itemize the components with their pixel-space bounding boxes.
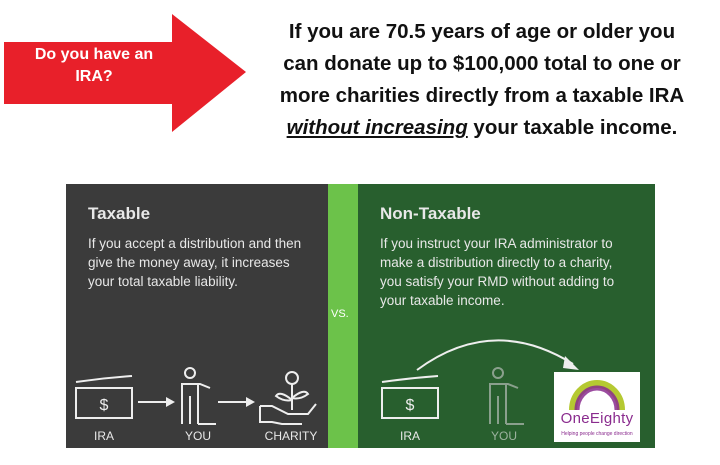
you-label: YOU	[184, 429, 211, 443]
non-taxable-text: If you instruct your IRA administrator t…	[380, 236, 615, 308]
arrow-right-icon	[218, 397, 255, 407]
ira-label: IRA	[93, 429, 114, 443]
person-icon	[181, 367, 216, 425]
charity-label: CHARITY	[264, 429, 318, 443]
headline: If you are 70.5 years of age or older yo…	[244, 16, 720, 144]
headline-line: without increasing your taxable income.	[244, 112, 720, 144]
money-icon: $	[381, 375, 439, 419]
money-icon: $	[75, 375, 133, 419]
vs-label: VS.	[331, 308, 349, 320]
vs-divider: VS.	[328, 184, 358, 448]
oneeighty-logo: OneEighty Helping people change directio…	[554, 372, 640, 442]
taxable-text: If you accept a distribution and then gi…	[88, 236, 302, 289]
rainbow-arc-icon	[569, 380, 625, 411]
callout-label: Do you have an IRA?	[34, 46, 154, 85]
charity-hand-icon	[259, 371, 317, 425]
non-taxable-panel: Non-Taxable If you instruct your IRA adm…	[358, 184, 655, 448]
person-icon-faded	[489, 367, 524, 425]
taxable-panel: Taxable If you accept a distribution and…	[66, 184, 328, 448]
ira-label: IRA	[399, 429, 420, 443]
headline-line: If you are 70.5 years of age or older yo…	[288, 20, 676, 43]
red-arrow-icon	[4, 14, 246, 132]
logo-tagline: Helping people change direction	[561, 431, 633, 437]
headline-line: can donate up to $100,000 total to one o…	[283, 52, 681, 75]
non-taxable-title: Non-Taxable	[380, 204, 481, 223]
headline-line: more charities directly from a taxable I…	[279, 84, 685, 107]
you-label: YOU	[490, 429, 517, 443]
arrow-right-icon	[138, 397, 175, 407]
taxable-title: Taxable	[88, 204, 151, 223]
headline-emphasis: without increasing	[286, 116, 468, 139]
headline-rest: your taxable income.	[467, 116, 678, 139]
logo-name: OneEighty	[560, 410, 634, 427]
svg-text:$: $	[406, 397, 415, 414]
svg-text:$: $	[100, 397, 109, 414]
curved-arrow-icon	[416, 339, 579, 371]
